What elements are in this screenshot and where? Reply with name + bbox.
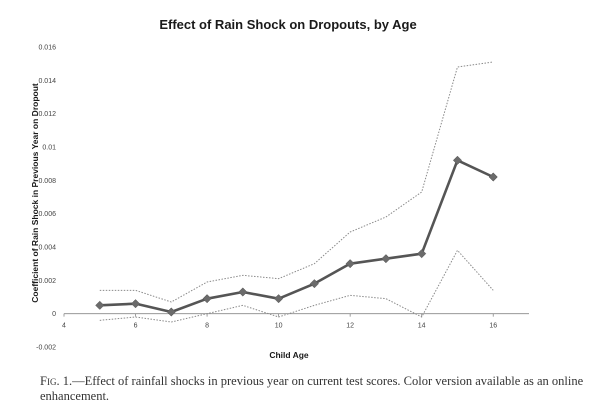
data-point-marker bbox=[238, 287, 248, 297]
data-point-marker bbox=[488, 172, 498, 182]
lower-bound-line bbox=[99, 249, 494, 323]
y-tick-label: 0.014 bbox=[38, 78, 56, 85]
data-point-marker bbox=[95, 300, 105, 310]
coefficient-line bbox=[99, 159, 494, 314]
y-tick-label: 0.002 bbox=[38, 278, 56, 285]
y-tick-label: 0.016 bbox=[38, 45, 56, 52]
data-point-marker bbox=[130, 299, 141, 309]
y-tick-label: 0.004 bbox=[38, 245, 56, 252]
x-tick-label: 10 bbox=[275, 323, 283, 330]
x-tick-label: 12 bbox=[346, 323, 354, 330]
y-tick-label: 0 bbox=[52, 311, 56, 318]
data-point-marker bbox=[274, 294, 284, 304]
data-point-marker bbox=[381, 254, 391, 264]
y-tick-label: 0.006 bbox=[38, 211, 56, 218]
x-tick-label: 4 bbox=[62, 323, 66, 330]
x-axis-label: Child Age bbox=[269, 350, 309, 360]
x-tick-label: 8 bbox=[205, 323, 209, 330]
x-tick-label: 6 bbox=[134, 323, 138, 330]
chart-title: Effect of Rain Shock on Dropouts, by Age bbox=[159, 17, 416, 32]
data-point-marker bbox=[202, 294, 212, 304]
figure-label: Fig. 1. bbox=[40, 374, 73, 388]
y-tick-label: -0.002 bbox=[36, 345, 56, 352]
data-point-marker bbox=[452, 155, 463, 165]
data-point-marker bbox=[166, 307, 176, 317]
figure-caption: Fig. 1.—Effect of rainfall shocks in pre… bbox=[40, 374, 585, 404]
data-point-marker bbox=[417, 249, 427, 259]
y-axis-label: Coefficient of Rain Shock in Previous Ye… bbox=[30, 83, 40, 303]
upper-bound-line bbox=[99, 61, 494, 303]
data-point-marker bbox=[309, 279, 319, 289]
caption-text: —Effect of rainfall shocks in previous y… bbox=[40, 374, 584, 403]
data-point-marker bbox=[345, 259, 355, 269]
y-tick-label: 0.01 bbox=[42, 145, 56, 152]
y-tick-label: 0.008 bbox=[38, 178, 56, 185]
x-tick-label: 16 bbox=[489, 323, 497, 330]
x-tick-label: 14 bbox=[418, 323, 426, 330]
y-tick-label: 0.012 bbox=[38, 111, 56, 118]
